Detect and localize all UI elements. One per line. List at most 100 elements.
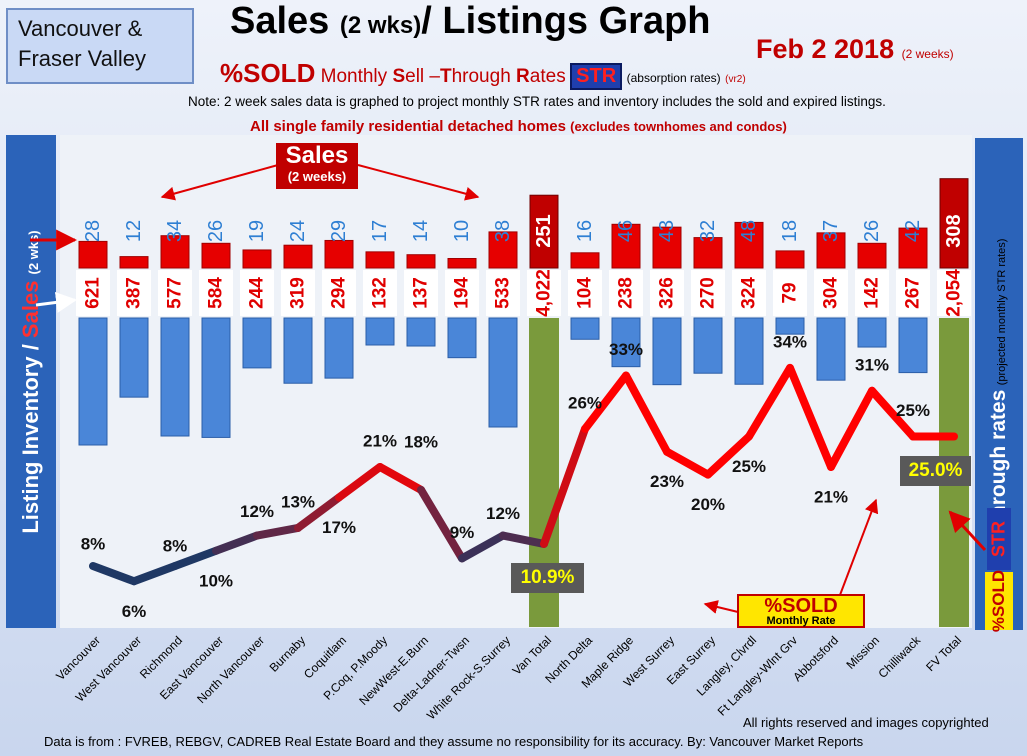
sales-bar xyxy=(939,178,969,269)
listing-label-bg xyxy=(568,270,602,316)
sales-bar xyxy=(242,249,272,269)
callout-arrows xyxy=(30,164,987,614)
listing-label: 577 xyxy=(165,277,186,309)
str-label: 8% xyxy=(81,535,106,554)
msr-s: S xyxy=(392,66,406,87)
sales-label: 29 xyxy=(328,220,350,242)
msr-r: R xyxy=(516,66,530,87)
listing-label-bg xyxy=(322,270,356,316)
listing-bar xyxy=(283,317,313,384)
fv-total-str-box: 25.0% xyxy=(900,456,971,486)
listing-label: 533 xyxy=(493,277,514,309)
listing-label-bg xyxy=(158,270,192,316)
str-line-segment xyxy=(212,531,261,555)
listing-label-bg xyxy=(445,270,479,316)
listing-label-bg xyxy=(199,270,233,316)
listing-label-bg xyxy=(117,270,151,316)
sales-label: 16 xyxy=(574,220,596,242)
str-label: 8% xyxy=(163,537,188,556)
sales-bar xyxy=(365,251,395,269)
sales-label: 14 xyxy=(410,220,432,242)
sales-bar xyxy=(529,194,559,269)
sales-label: 43 xyxy=(656,220,678,242)
listing-bar xyxy=(775,317,805,335)
msr-a: Monthly xyxy=(315,66,393,87)
sales-bar xyxy=(201,242,231,269)
listing-label: 324 xyxy=(739,277,760,309)
listing-bar xyxy=(365,317,395,346)
listing-label: 238 xyxy=(616,277,637,309)
sales-label: 19 xyxy=(246,220,268,242)
sales-bars xyxy=(78,178,969,269)
sales-arrow-left xyxy=(160,164,279,201)
str-label: 10% xyxy=(199,571,233,590)
sales-bar xyxy=(447,258,477,269)
sold-legend-sub: Monthly Rate xyxy=(766,615,836,627)
sales-bar xyxy=(78,240,108,269)
category-label: Delta-Ladner-Twsn xyxy=(391,633,473,715)
sales-callout-title: Sales xyxy=(285,142,349,169)
sales-label: 38 xyxy=(492,220,514,242)
listing-label-bg xyxy=(609,270,643,316)
sales-bar xyxy=(652,226,682,269)
str-line-segment xyxy=(663,447,712,479)
sales-label: 37 xyxy=(820,220,842,242)
listing-bar xyxy=(898,317,928,374)
msr-c: hrough xyxy=(451,66,517,87)
listing-label-bg xyxy=(240,270,274,316)
str-line-segment xyxy=(376,462,425,494)
source-note: Data is from : FVREB, REBGV, CADREB Real… xyxy=(44,734,864,749)
listing-label-bg xyxy=(650,270,684,316)
str-line-segment xyxy=(294,493,343,532)
listing-label: 104 xyxy=(575,277,596,309)
report-date: Feb 2 2018 (2 weeks) xyxy=(756,34,954,65)
listing-label: 304 xyxy=(821,277,842,309)
str-label: 26% xyxy=(568,393,602,412)
listing-label-bg xyxy=(732,270,766,316)
str-line-segment xyxy=(499,531,548,548)
sales-bar xyxy=(570,252,600,269)
sales-callout-sub: (2 weeks) xyxy=(287,169,347,184)
listing-label: 326 xyxy=(657,277,678,309)
sales-label: 42 xyxy=(902,220,924,242)
sales-label: 26 xyxy=(861,220,883,242)
sales-bar xyxy=(611,223,641,269)
sales-bar xyxy=(119,256,149,269)
str-line-segment xyxy=(622,371,671,456)
sales-label: 28 xyxy=(82,220,104,242)
str-label: 33% xyxy=(609,340,643,359)
str-label: 6% xyxy=(122,602,147,621)
listing-bar xyxy=(242,317,272,369)
str-line xyxy=(89,363,958,586)
str-line-segment xyxy=(540,424,589,548)
listing-label: 319 xyxy=(288,277,309,309)
sales-label: 10 xyxy=(451,220,473,242)
sales-bar xyxy=(160,235,190,269)
msr-b: ell – xyxy=(405,66,440,87)
listing-bar xyxy=(816,317,846,381)
listing-label: 621 xyxy=(83,277,104,309)
listing-bar xyxy=(160,317,190,437)
str-line-segment xyxy=(868,386,917,441)
sales-label: 251 xyxy=(533,214,555,247)
listing-label-bg xyxy=(281,270,315,316)
homes-note-a: All single family residential detached h… xyxy=(250,118,571,135)
subtitle: %SOLD Monthly Sell –Through Rates STR (a… xyxy=(220,58,746,90)
sales-bar xyxy=(898,227,928,269)
listing-bar xyxy=(570,317,600,340)
str-line-segment xyxy=(704,432,753,479)
listing-label: 244 xyxy=(247,277,268,309)
listing-label: 267 xyxy=(903,277,924,309)
listing-label: 584 xyxy=(206,277,227,309)
title-part-a: Sales xyxy=(230,0,340,42)
inventory-axis-arrow xyxy=(35,291,78,313)
str-line-segment xyxy=(786,363,835,471)
sales-bar xyxy=(488,231,518,269)
listing-bar xyxy=(406,317,436,347)
listing-label: 132 xyxy=(370,277,391,309)
category-label: FV Total xyxy=(923,633,964,674)
listing-label-bg xyxy=(363,270,397,316)
sales-arrow-right xyxy=(357,164,480,201)
listing-bar xyxy=(857,317,887,348)
